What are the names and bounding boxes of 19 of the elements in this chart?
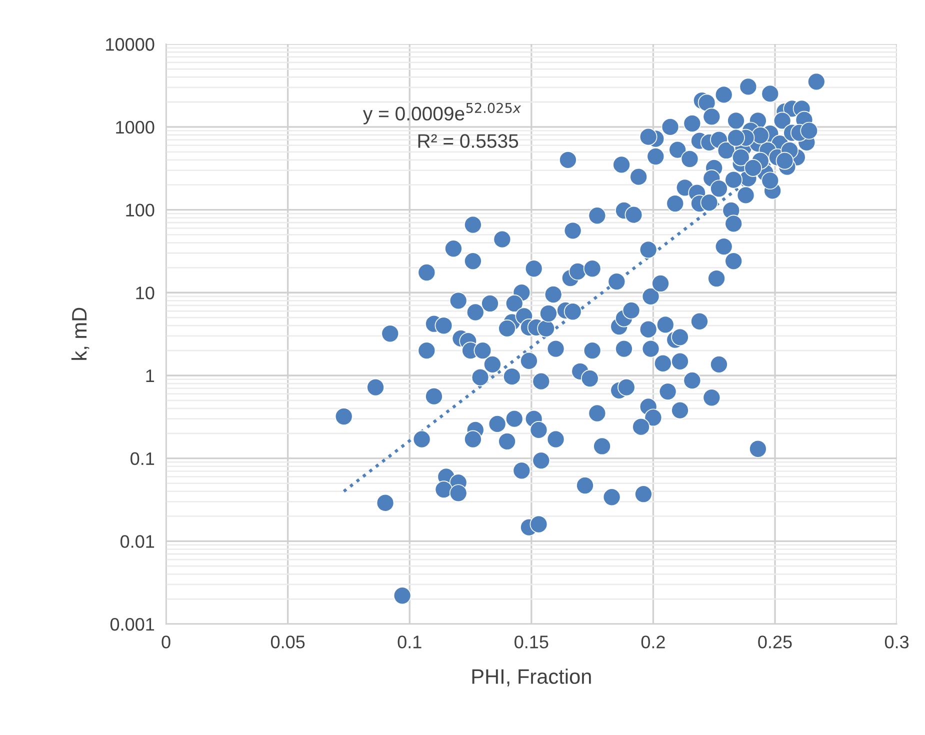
x-tick-label: 0.2 — [641, 636, 665, 648]
x-axis-title: PHI, Fraction — [472, 668, 591, 686]
y-tick-label: 10 — [136, 286, 154, 300]
annotation: R² = 0.5535 — [418, 134, 518, 148]
x-tick-label: 0.15 — [514, 636, 548, 648]
y-tick-label: 0.1 — [130, 452, 154, 466]
y-tick-label: 1 — [146, 370, 154, 382]
y-tick-label: 0.001 — [110, 618, 154, 631]
annotation: y = 0.0009e$^{52.025x}$ — [362, 102, 522, 124]
x-tick-label: 0.25 — [758, 636, 792, 648]
x-tick-label: 0.3 — [884, 636, 909, 648]
y-tick-label: 100 — [126, 204, 154, 217]
x-tick-label: 0.1 — [398, 636, 422, 648]
y-axis-title: k, mD — [71, 308, 90, 360]
y-tick-label: 0.01 — [120, 535, 154, 548]
y-tick-label: 10000 — [106, 38, 154, 51]
x-tick-label: 0.05 — [270, 636, 305, 648]
y-tick-label: 1000 — [116, 120, 154, 134]
x-tick-label: 0 — [162, 636, 170, 648]
